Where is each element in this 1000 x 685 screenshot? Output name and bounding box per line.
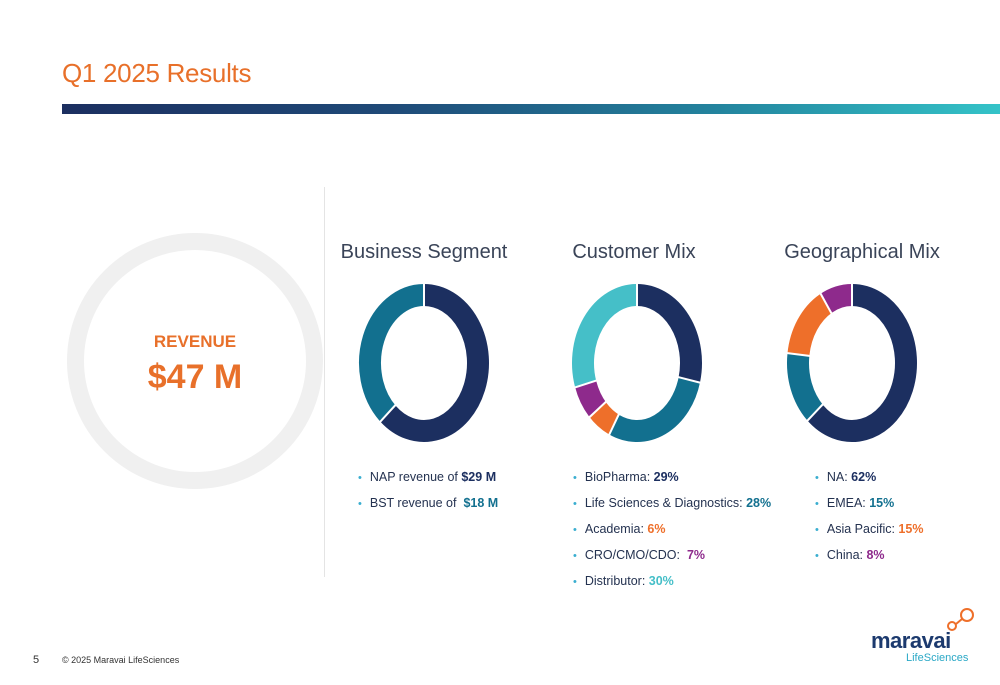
- slice-separator: [378, 403, 397, 424]
- slice-separator: [588, 400, 608, 419]
- legend-label: Life Sciences & Diagnostics:: [584, 496, 747, 510]
- legend-item-nap: • NAP revenue of $29 M: [358, 468, 498, 494]
- donut-slice-china: [819, 284, 853, 313]
- legend-value: 15%: [898, 522, 924, 536]
- slice-separator: [607, 413, 621, 436]
- legend-item-china: • China: 8%: [815, 546, 923, 572]
- divider: [324, 187, 325, 577]
- donut-slice-nap: [379, 284, 489, 442]
- page-number: 5: [33, 654, 40, 666]
- donut-slice-academia: [588, 402, 621, 434]
- logo-wordmark: maravai: [871, 628, 951, 653]
- bullet-icon: •: [573, 472, 577, 484]
- legend-value: 30%: [648, 574, 674, 588]
- donut-slice-life-sciences-diagnostics: [608, 377, 701, 442]
- legend-item-na: • NA: 62%: [815, 468, 923, 494]
- maravai-logo: maravai LifeSciences: [868, 606, 983, 668]
- legend-label: CRO/CMO/CDO:: [584, 548, 687, 562]
- revenue-value: $47 M: [147, 358, 243, 396]
- legend-item-distributor: • Distributor: 30%: [573, 572, 771, 598]
- slide-title: Q1 2025 Results: [62, 58, 252, 88]
- business-segment-title: Business Segment: [340, 241, 508, 263]
- bullet-icon: •: [358, 472, 362, 484]
- legend-value: 28%: [746, 496, 772, 510]
- slice-separator: [786, 351, 811, 357]
- donut-slice-na: [806, 284, 917, 442]
- bullet-icon: •: [815, 550, 819, 562]
- legend-value: 29%: [653, 470, 679, 484]
- donut-slice-emea: [787, 353, 824, 420]
- legend-value: 62%: [851, 470, 877, 484]
- legend-label: EMEA:: [826, 496, 870, 510]
- logo-mark-icon: [947, 608, 974, 631]
- donut-slice-biopharma: [636, 284, 702, 383]
- slice-separator: [819, 292, 833, 315]
- legend-label: NAP revenue of: [369, 470, 462, 484]
- geographical-mix-legend: • NA: 62% • EMEA: 15% • Asia Pacific: 15% • Chi…: [815, 468, 923, 572]
- legend-item-life-sciences-diagnostics: • Life Sciences & Diagnostics: 28%: [573, 494, 771, 520]
- bullet-icon: •: [573, 524, 577, 536]
- legend-value: 8%: [866, 548, 885, 562]
- customer-mix-donut: [572, 283, 702, 442]
- donut-slice-distributor: [572, 284, 638, 387]
- bullet-icon: •: [815, 498, 819, 510]
- bullet-icon: •: [573, 550, 577, 562]
- legend-value: $18 M: [463, 496, 499, 510]
- legend-value: 6%: [647, 522, 666, 536]
- legend-value: $29 M: [461, 470, 497, 484]
- legend-item-cro-cmo-cdo: • CRO/CMO/CDO: 7%: [573, 546, 771, 572]
- customer-mix-legend: • BioPharma: 29% • Life Sciences & Diagnost…: [573, 468, 771, 598]
- revenue-label: REVENUE: [153, 332, 237, 351]
- donut-slice-cro-cmo-cdo: [574, 380, 607, 417]
- legend-item-emea: • EMEA: 15%: [815, 494, 923, 520]
- legend-value: 15%: [869, 496, 895, 510]
- legend-label: NA:: [826, 470, 852, 484]
- legend-label: Asia Pacific:: [826, 522, 899, 536]
- legend-label: BST revenue of: [369, 496, 464, 510]
- legend-label: Distributor:: [584, 574, 649, 588]
- bullet-icon: •: [815, 472, 819, 484]
- slice-separator: [573, 379, 598, 389]
- slice-separator: [806, 403, 824, 423]
- legend-item-academia: • Academia: 6%: [573, 520, 771, 546]
- copyright: © 2025 Maravai LifeSciences: [62, 655, 180, 665]
- donut-slice-asia-pacific: [787, 294, 833, 356]
- legend-item-bst: • BST revenue of $18 M: [358, 494, 498, 520]
- business-segment-legend: • NAP revenue of $29 M • BST revenue of $18…: [358, 468, 498, 520]
- legend-label: China:: [826, 548, 867, 562]
- donut-slice-bst: [359, 284, 425, 421]
- legend-label: BioPharma:: [584, 470, 654, 484]
- logo-subtitle: LifeSciences: [906, 652, 969, 664]
- legend-label: Academia:: [584, 522, 648, 536]
- slice-separator: [677, 375, 702, 384]
- legend-item-asia-pacific: • Asia Pacific: 15%: [815, 520, 923, 546]
- bullet-icon: •: [358, 498, 362, 510]
- bullet-icon: •: [573, 576, 577, 588]
- geographical-mix-donut: [786, 283, 917, 442]
- title-rule: [62, 104, 1000, 114]
- customer-mix-title: Customer Mix: [572, 241, 696, 263]
- legend-item-biopharma: • BioPharma: 29%: [573, 468, 771, 494]
- geographical-mix-title: Geographical Mix: [784, 241, 940, 263]
- bullet-icon: •: [815, 524, 819, 536]
- business-segment-donut: [359, 283, 489, 442]
- bullet-icon: •: [573, 498, 577, 510]
- legend-value: 7%: [686, 548, 706, 562]
